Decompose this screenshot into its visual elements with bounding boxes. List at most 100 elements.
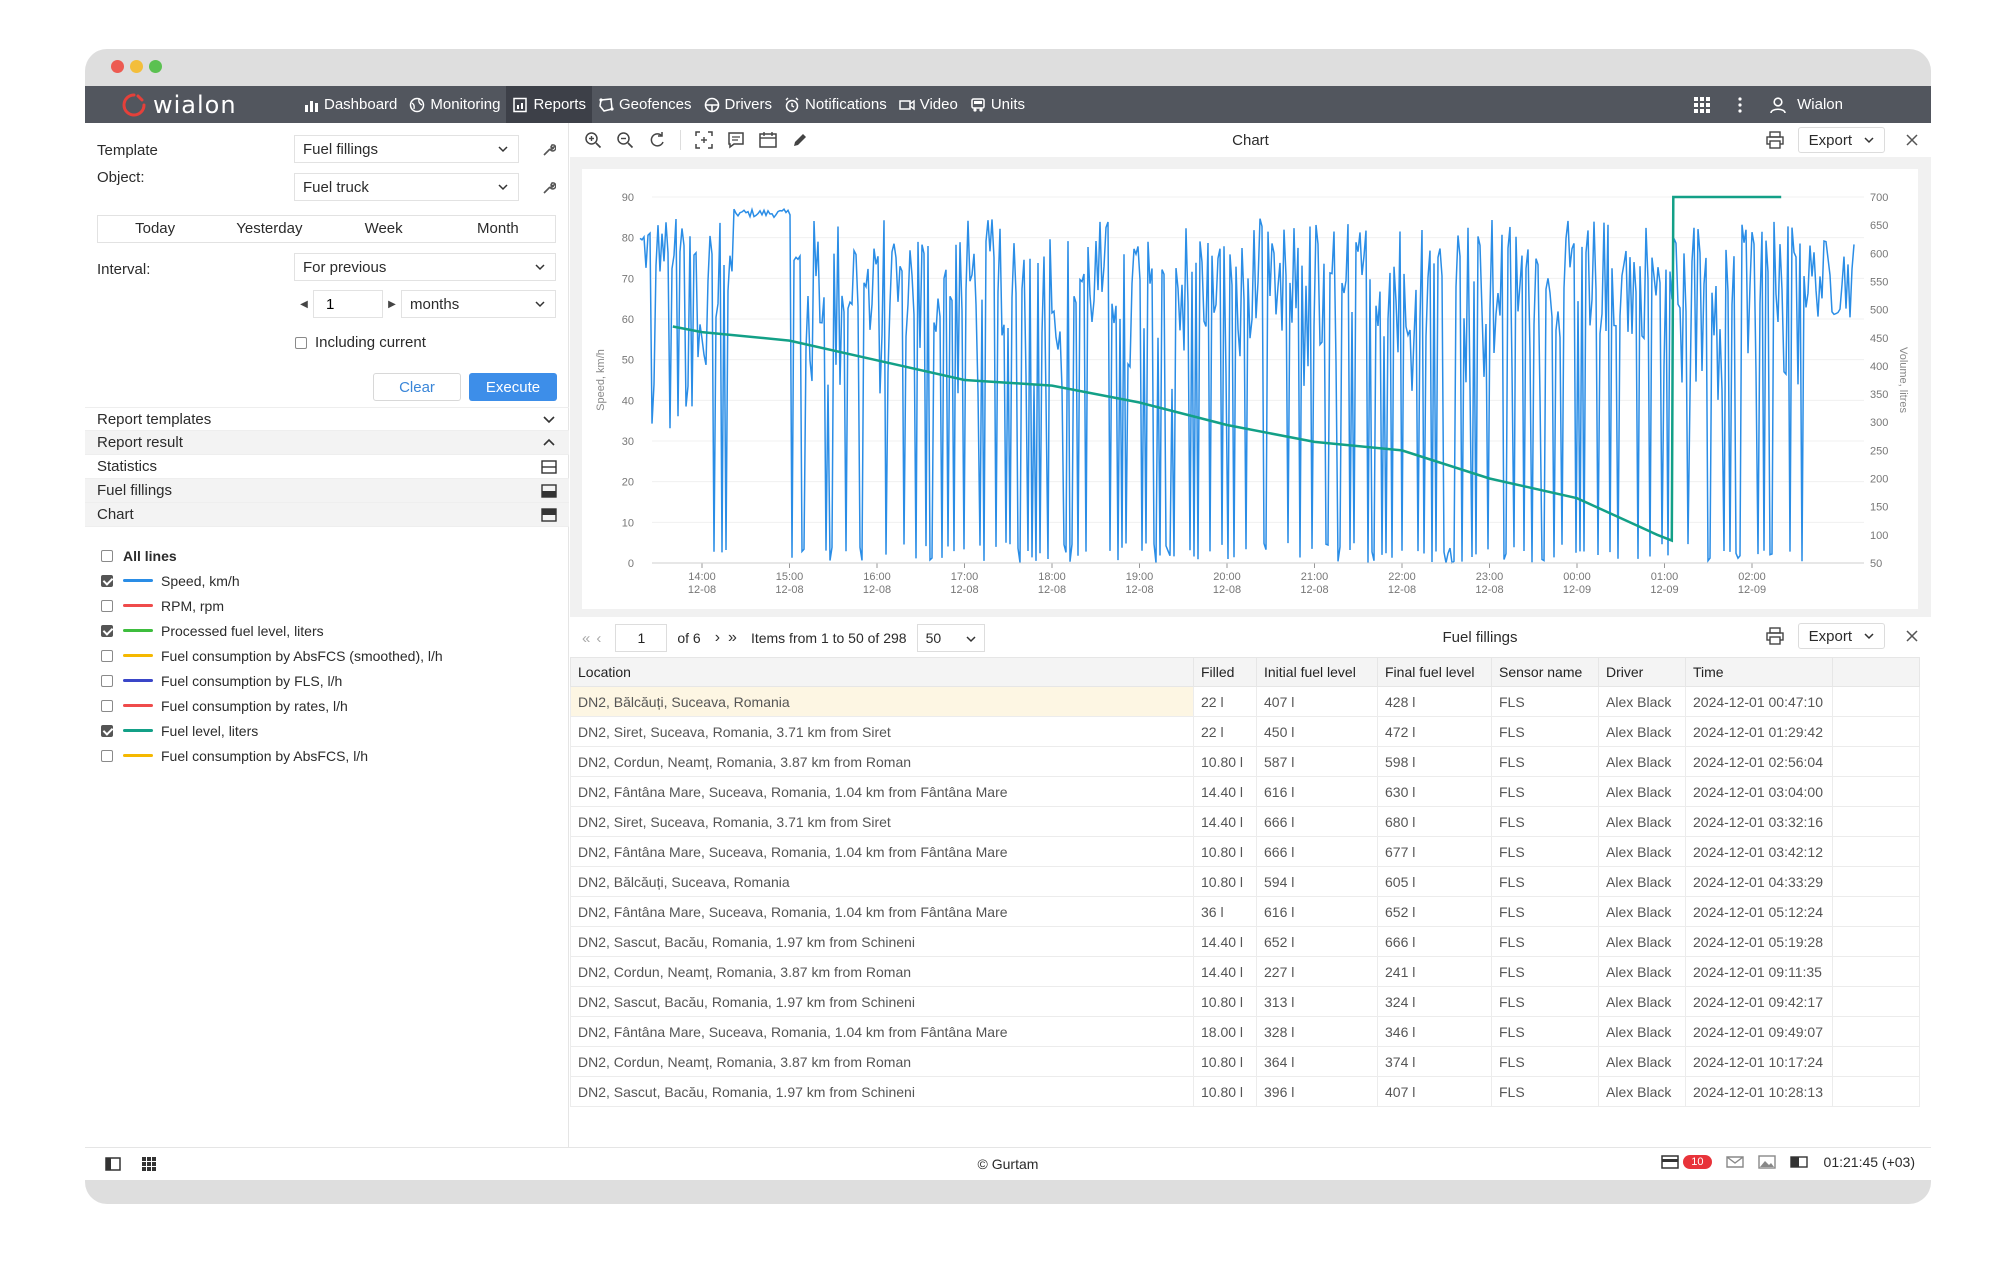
table-row[interactable]: DN2, Siret, Suceava, Romania, 3.71 km fr… [570, 716, 1920, 747]
user-icon[interactable] [1769, 96, 1787, 114]
close-window-button[interactable] [111, 60, 124, 73]
period-tab-yesterday[interactable]: Yesterday [236, 220, 303, 237]
image-icon[interactable] [1757, 1154, 1776, 1170]
chart-section[interactable]: Chart [85, 503, 569, 527]
wrench-icon[interactable] [542, 181, 556, 195]
line-checkbox[interactable] [101, 574, 113, 587]
maximize-window-button[interactable] [149, 60, 162, 73]
column-header[interactable]: Filled [1193, 657, 1257, 687]
column-header[interactable]: Location [570, 657, 1194, 687]
pencil-icon[interactable] [791, 131, 809, 149]
close-chart-icon[interactable] [1905, 133, 1919, 147]
interval-unit-select[interactable]: months [401, 290, 556, 318]
print-icon[interactable] [1765, 131, 1784, 149]
line-checkbox[interactable] [101, 624, 113, 637]
page-size-select[interactable]: 50 [916, 624, 985, 652]
nav-item-notifications[interactable]: Notifications [778, 86, 893, 123]
prev-page-icon[interactable]: ‹ [596, 629, 602, 647]
line-checkbox[interactable] [101, 674, 113, 687]
print-icon[interactable] [1765, 627, 1784, 645]
wialon-logo[interactable]: wialon [121, 86, 281, 123]
table-row[interactable]: DN2, Fântâna Mare, Suceava, Romania, 1.0… [570, 896, 1920, 927]
page-input[interactable]: 1 [615, 624, 668, 652]
table-row[interactable]: DN2, Sascut, Bacău, Romania, 1.97 km fro… [570, 1076, 1920, 1107]
template-select[interactable]: Fuel fillings [294, 135, 519, 163]
table-row[interactable]: DN2, Sascut, Bacău, Romania, 1.97 km fro… [570, 986, 1920, 1017]
clear-button[interactable]: Clear [373, 373, 461, 401]
table-row[interactable]: DN2, Cordun, Neamț, Romania, 3.87 km fro… [570, 1046, 1920, 1077]
chart-export-button[interactable]: Export [1797, 127, 1885, 153]
display-mode-icon[interactable] [1789, 1154, 1808, 1170]
object-select[interactable]: Fuel truck [294, 173, 519, 201]
nav-item-reports[interactable]: Reports [506, 86, 592, 123]
panel-split-icon[interactable] [541, 460, 557, 474]
table-row[interactable]: DN2, Bălcăuți, Suceava, Romania 22 l 407 l… [570, 686, 1920, 717]
chart-line-item[interactable]: Processed fuel level, liters [101, 618, 443, 643]
line-checkbox[interactable] [101, 549, 113, 562]
chart-line-item[interactable]: Fuel level, liters [101, 718, 443, 743]
period-tab-today[interactable]: Today [135, 220, 176, 237]
period-tab-week[interactable]: Week [364, 220, 403, 237]
table-export-button[interactable]: Export [1797, 623, 1885, 649]
table-row[interactable]: DN2, Cordun, Neamț, Romania, 3.87 km fro… [570, 956, 1920, 987]
grid-view-icon[interactable] [141, 1156, 157, 1172]
chart-line-item[interactable]: Fuel consumption by rates, l/h [101, 693, 443, 718]
line-checkbox[interactable] [101, 749, 113, 762]
reset-zoom-icon[interactable] [648, 131, 666, 149]
last-page-icon[interactable]: » [728, 629, 737, 646]
chart-line-item[interactable]: Fuel consumption by AbsFCS (smoothed), l… [101, 643, 443, 668]
fuel-fillings-section[interactable]: Fuel fillings [85, 479, 569, 503]
messages-icon[interactable] [1725, 1154, 1744, 1170]
nav-item-video[interactable]: Video [893, 86, 964, 123]
interval-select[interactable]: For previous [294, 253, 556, 281]
wrench-icon[interactable] [542, 143, 556, 157]
decrement-arrow-icon[interactable]: ◀ [300, 298, 308, 310]
panel-bottom-icon[interactable] [541, 484, 557, 498]
user-name[interactable]: Wialon [1797, 96, 1843, 113]
panel-top-icon[interactable] [541, 508, 557, 522]
line-checkbox[interactable] [101, 699, 113, 712]
chart-line-item[interactable]: Fuel consumption by FLS, l/h [101, 668, 443, 693]
notifications-tray-icon[interactable] [1661, 1154, 1680, 1170]
zoom-out-icon[interactable] [616, 131, 634, 149]
including-current-checkbox[interactable] [295, 336, 307, 349]
first-page-icon[interactable]: « [582, 629, 591, 647]
statistics-section[interactable]: Statistics [85, 455, 569, 479]
close-table-icon[interactable] [1905, 629, 1919, 643]
chart-line-item[interactable]: All lines [101, 543, 443, 568]
toggle-sidebar-icon[interactable] [105, 1156, 121, 1172]
report-templates-section[interactable]: Report templates [85, 407, 569, 431]
date-range-icon[interactable] [759, 131, 777, 149]
report-result-section[interactable]: Report result [85, 431, 569, 455]
table-row[interactable]: DN2, Bălcăuți, Suceava, Romania 10.80 l 59… [570, 866, 1920, 897]
comment-icon[interactable] [727, 131, 745, 149]
table-row[interactable]: DN2, Fântâna Mare, Suceava, Romania, 1.0… [570, 836, 1920, 867]
zoom-in-icon[interactable] [584, 131, 602, 149]
nav-item-geofences[interactable]: Geofences [592, 86, 698, 123]
nav-item-drivers[interactable]: Drivers [698, 86, 779, 123]
table-row[interactable]: DN2, Siret, Suceava, Romania, 3.71 km fr… [570, 806, 1920, 837]
table-row[interactable]: DN2, Sascut, Bacău, Romania, 1.97 km fro… [570, 926, 1920, 957]
chart-line-item[interactable]: Fuel consumption by AbsFCS, l/h [101, 743, 443, 768]
more-vertical-icon[interactable] [1731, 96, 1749, 114]
chart-container[interactable]: 0 10 20 30 40 50 60 70 80 90 50 100 150 200 250 300 350 4… [582, 169, 1918, 609]
column-header[interactable]: Final fuel level [1377, 657, 1492, 687]
execute-button[interactable]: Execute [469, 373, 557, 401]
line-checkbox[interactable] [101, 649, 113, 662]
column-header[interactable]: Driver [1598, 657, 1686, 687]
next-page-icon[interactable]: › [714, 629, 721, 646]
nav-item-dashboard[interactable]: Dashboard [297, 86, 403, 123]
fuel-speed-chart[interactable]: 0 10 20 30 40 50 60 70 80 90 50 100 150 200 250 300 350 4… [582, 169, 1918, 609]
including-current-row[interactable]: Including current [295, 334, 426, 351]
table-row[interactable]: DN2, Cordun, Neamț, Romania, 3.87 km fro… [570, 746, 1920, 777]
table-row[interactable]: DN2, Fântâna Mare, Suceava, Romania, 1.0… [570, 776, 1920, 807]
line-checkbox[interactable] [101, 724, 113, 737]
nav-item-units[interactable]: Units [964, 86, 1031, 123]
increment-arrow-icon[interactable]: ▶ [388, 298, 396, 310]
interval-count-input[interactable] [313, 290, 383, 318]
notifications-badge[interactable]: 10 [1683, 1155, 1712, 1169]
select-area-icon[interactable] [695, 131, 713, 149]
chart-line-item[interactable]: Speed, km/h [101, 568, 443, 593]
table-row[interactable]: DN2, Fântâna Mare, Suceava, Romania, 1.0… [570, 1016, 1920, 1047]
chart-line-item[interactable]: RPM, rpm [101, 593, 443, 618]
